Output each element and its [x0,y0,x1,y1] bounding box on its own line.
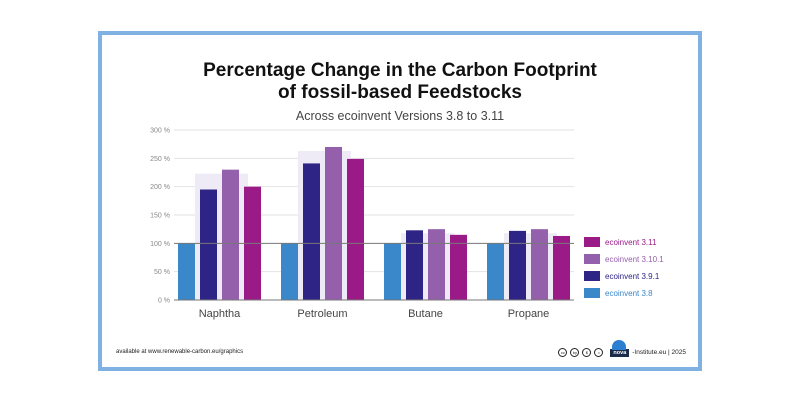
bar-naphtha-1 [200,189,217,300]
bar-butane-2 [428,229,445,300]
chart-title-line1: Percentage Change in the Carbon Footprin… [203,60,597,81]
bar-propane-1 [509,230,526,300]
bar-chart: 0 % 50 % 100 % 150 % 200 % 250 % 300 % Naphtha P… [150,128,664,321]
chart-title-line2: of fossil-based Feedstocks [278,82,522,103]
legend-label: ecoinvent 3.8 [605,289,653,298]
bar-naphtha-0 [178,243,195,300]
bar-petroleum-2 [325,147,342,300]
y-tick-label: 100 % [150,241,170,248]
bar-butane-1 [406,230,423,300]
credit-block: cc by $ = nova -Institute.eu | 2025 [558,339,686,357]
bar-petroleum-3 [347,158,364,300]
y-tick-label: 150 % [150,213,170,220]
y-tick-label: 0 % [158,298,170,305]
bar-petroleum-1 [303,163,320,300]
bar-naphtha-2 [222,169,239,300]
bar-propane-0 [487,243,504,300]
legend-swatch [584,237,600,247]
bar-propane-2 [531,229,548,300]
cc-nd-icon: = [594,348,604,357]
legend-swatch [584,288,600,298]
nova-logo: nova [610,339,630,357]
x-tick-label: Petroleum [297,308,347,320]
bar-butane-3 [450,234,467,300]
cc-nc-icon: $ [582,348,592,357]
y-tick-label: 300 % [150,128,170,135]
legend-label: ecoinvent 3.9.1 [605,272,660,281]
legend-swatch [584,271,600,281]
legend-label: ecoinvent 3.10.1 [605,255,664,264]
chart-subtitle: Across ecoinvent Versions 3.8 to 3.11 [295,109,505,123]
legend-label: ecoinvent 3.11 [605,238,657,247]
cc-license-icon: cc [558,348,568,357]
x-tick-label: Naphtha [199,308,241,320]
legend-swatch [584,254,600,264]
y-tick-label: 250 % [150,156,170,163]
y-tick-label: 200 % [150,184,170,191]
chart-frame: Percentage Change in the Carbon Footprin… [98,31,702,371]
bar-propane-3 [553,235,570,300]
bar-butane-0 [384,243,401,300]
source-note: available at www.renewable-carbon.eu/gra… [116,349,244,355]
credit-text: -Institute.eu | 2025 [632,349,686,356]
bar-petroleum-0 [281,243,298,300]
y-tick-label: 50 % [154,269,170,276]
cc-by-icon: by [570,348,580,357]
x-tick-label: Butane [408,308,443,320]
x-tick-label: Propane [508,308,550,320]
